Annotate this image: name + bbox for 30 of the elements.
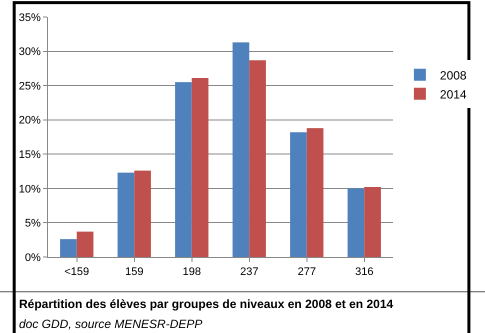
x-tick-label: 159	[125, 266, 144, 278]
y-tick-label: 10%	[18, 183, 42, 196]
bar	[364, 187, 381, 257]
x-tick-label: 237	[240, 266, 258, 278]
bar	[76, 232, 94, 257]
bar	[306, 128, 324, 257]
bar	[290, 132, 307, 257]
text: Répartition des élèves par groupes de niveaux en 2008 et en 2014	[19, 297, 394, 311]
x-tick-label: 277	[298, 266, 316, 278]
y-tick-label: 25%	[18, 80, 42, 92]
bar	[192, 78, 208, 257]
x-tick-label: 198	[182, 266, 201, 278]
y-tick-label: 30%	[18, 46, 42, 58]
y-tick-label: 15%	[18, 148, 42, 161]
x-tick-label: 316	[355, 266, 374, 278]
bar	[249, 60, 266, 257]
bar	[232, 42, 250, 257]
bar	[118, 172, 134, 257]
bar	[348, 188, 364, 257]
legend-label: 2008	[440, 68, 467, 82]
bar	[134, 170, 151, 257]
text: doc GDD, source MENESR-DEPP	[19, 317, 202, 331]
y-tick-label: 0%	[24, 252, 42, 264]
y-tick-label: 20%	[18, 114, 42, 127]
bar	[60, 239, 77, 257]
y-tick-label: 35%	[18, 12, 42, 24]
y-tick-label: 5%	[24, 218, 42, 230]
x-tick-label: <159	[64, 266, 90, 278]
bar	[175, 82, 192, 257]
legend-label: 2014	[440, 87, 467, 102]
